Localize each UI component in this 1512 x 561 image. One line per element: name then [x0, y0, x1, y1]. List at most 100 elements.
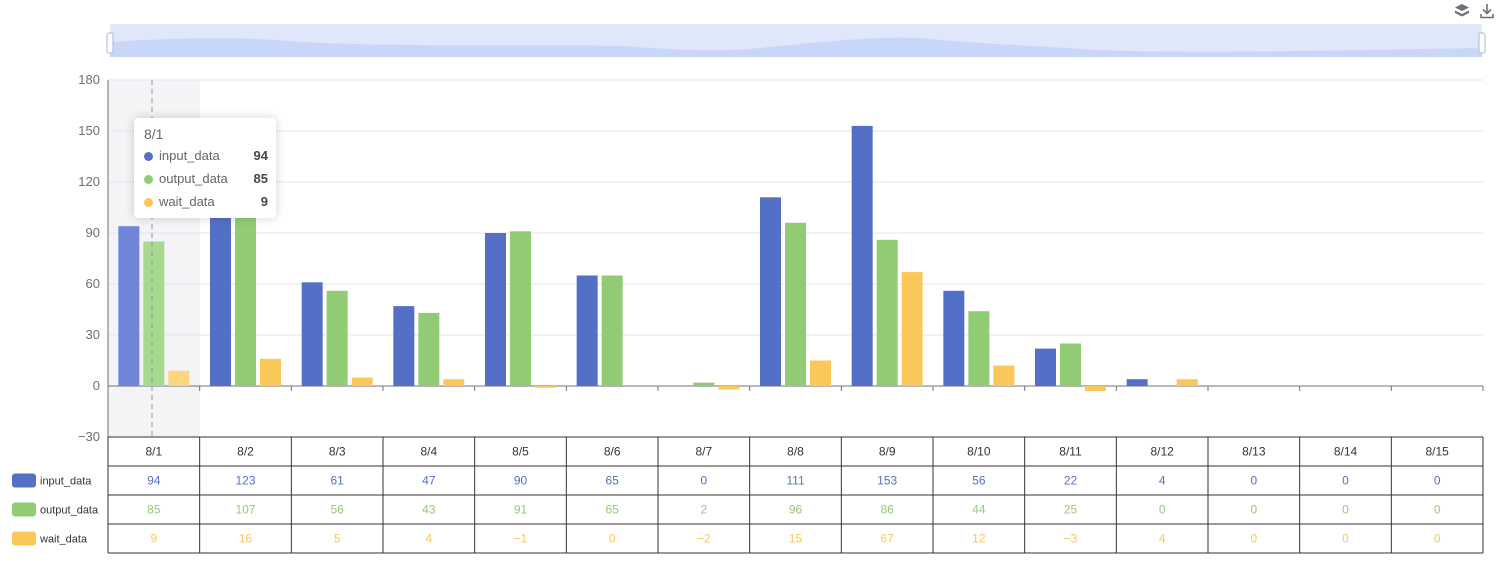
- bar-input_data-8/8: [760, 197, 781, 386]
- y-tick-label: 180: [78, 72, 100, 87]
- bar-wait_data-8/4: [443, 379, 465, 386]
- table-cell-wait_data: 16: [239, 532, 253, 546]
- table-cell-wait_data: 0: [1250, 532, 1257, 546]
- series-dot-icon: [144, 198, 153, 207]
- data-zoom-right-handle[interactable]: [1478, 32, 1486, 54]
- table-cell-output_data: 65: [605, 503, 619, 517]
- x-category-label: 8/8: [787, 445, 804, 459]
- table-cell-wait_data: −1: [514, 532, 528, 546]
- table-cell-output_data: 107: [235, 503, 255, 517]
- bar-input_data-8/1: [118, 226, 140, 386]
- table-cell-wait_data: 4: [425, 532, 432, 546]
- table-cell-input_data: 0: [1434, 474, 1441, 488]
- table-cell-wait_data: 4: [1159, 532, 1166, 546]
- legend-swatch-input_data: [12, 473, 36, 488]
- table-cell-input_data: 123: [235, 474, 255, 488]
- x-category-label: 8/12: [1150, 445, 1174, 459]
- bar-input_data-8/2: [210, 176, 231, 386]
- bar-wait_data-8/2: [260, 358, 281, 386]
- table-cell-wait_data: −3: [1064, 532, 1078, 546]
- table-cell-input_data: 61: [330, 474, 344, 488]
- table-cell-wait_data: 12: [972, 532, 986, 546]
- tooltip-series-name: output_data: [159, 171, 228, 186]
- table-cell-input_data: 56: [972, 474, 986, 488]
- x-category-label: 8/13: [1242, 445, 1266, 459]
- bar-output_data-8/4: [418, 312, 440, 386]
- bar-output_data-8/3: [326, 290, 348, 386]
- tooltip-series-name: wait_data: [159, 194, 215, 209]
- table-cell-wait_data: 0: [1342, 532, 1349, 546]
- bar-output_data-8/9: [876, 239, 898, 386]
- y-tick-label: −30: [78, 429, 100, 444]
- table-cell-input_data: 90: [514, 474, 528, 488]
- x-category-label: 8/5: [512, 445, 529, 459]
- bar-wait_data-8/1: [168, 370, 190, 386]
- data-table: 8/1 8/2 8/3 8/4 8/5 8/6 8/7 8/8 8/9 8/10 8/11 8/12 8…: [12, 436, 1484, 554]
- bar-wait_data-8/9: [901, 272, 923, 386]
- table-cell-input_data: 0: [700, 474, 707, 488]
- tooltip-row-wait: wait_data 9: [144, 192, 268, 212]
- bar-input_data-8/11: [1035, 348, 1056, 386]
- table-cell-input_data: 22: [1064, 474, 1078, 488]
- series-dot-icon: [144, 152, 153, 161]
- tooltip-series-value: 9: [260, 194, 268, 209]
- bar-wait_data-8/12: [1176, 379, 1198, 386]
- table-cell-wait_data: 0: [1434, 532, 1441, 546]
- bar-wait_data-8/3: [351, 377, 373, 386]
- bar-output_data-8/11: [1060, 343, 1081, 386]
- table-cell-input_data: 153: [877, 474, 897, 488]
- table-cell-wait_data: 0: [609, 532, 616, 546]
- tooltip-row-input: input_data 94: [144, 146, 268, 166]
- download-icon[interactable]: [1478, 2, 1496, 20]
- legend-label-wait_data: wait_data: [39, 534, 88, 546]
- bar-input_data-8/5: [485, 233, 506, 386]
- x-category-label: 8/2: [237, 445, 254, 459]
- table-cell-wait_data: 5: [334, 532, 341, 546]
- table-cell-output_data: 56: [330, 503, 344, 517]
- table-cell-output_data: 0: [1434, 503, 1441, 517]
- table-cell-output_data: 25: [1064, 503, 1078, 517]
- x-category-label: 8/4: [420, 445, 437, 459]
- bar-input_data-8/4: [393, 306, 415, 386]
- y-tick-label: 30: [86, 327, 100, 342]
- x-category-label: 8/7: [695, 445, 712, 459]
- bar-output_data-8/10: [968, 311, 990, 386]
- table-cell-input_data: 0: [1342, 474, 1349, 488]
- table-cell-input_data: 4: [1159, 474, 1166, 488]
- x-category-label: 8/11: [1059, 445, 1082, 459]
- table-cell-input_data: 94: [147, 474, 161, 488]
- bar-output_data-8/5: [510, 231, 531, 386]
- y-tick-label: 90: [86, 225, 100, 240]
- bar-wait_data-8/10: [993, 365, 1015, 386]
- data-zoom-preview-area: [110, 37, 1482, 57]
- legend-label-input_data: input_data: [40, 476, 92, 488]
- data-zoom-slider[interactable]: [106, 24, 1486, 57]
- table-cell-output_data: 85: [147, 503, 161, 517]
- table-cell-wait_data: 9: [150, 532, 157, 546]
- y-tick-label: 120: [78, 174, 100, 189]
- tooltip: 8/1 input_data 94 output_data 85 wait_da…: [134, 118, 276, 218]
- stack-icon[interactable]: [1453, 2, 1471, 20]
- table-cell-wait_data: 15: [789, 532, 803, 546]
- bar-input_data-8/10: [943, 290, 965, 386]
- table-cell-output_data: 91: [514, 503, 528, 517]
- x-category-label: 8/6: [604, 445, 621, 459]
- table-cell-output_data: 44: [972, 503, 986, 517]
- bar-output_data-8/1: [143, 241, 165, 386]
- table-cell-output_data: 43: [422, 503, 436, 517]
- legend-label-output_data: output_data: [40, 505, 99, 517]
- data-zoom-left-handle[interactable]: [106, 32, 114, 54]
- tooltip-title: 8/1: [144, 126, 164, 142]
- bar-output_data-8/8: [785, 222, 806, 386]
- bar-wait_data-8/11: [1085, 386, 1106, 392]
- table-cell-input_data: 111: [786, 474, 805, 488]
- table-cell-wait_data: 67: [880, 532, 894, 546]
- table-cell-output_data: 86: [880, 503, 894, 517]
- x-category-label: 8/1: [145, 445, 162, 459]
- table-cell-input_data: 0: [1250, 474, 1257, 488]
- tooltip-series-value: 85: [253, 171, 268, 186]
- table-cell-output_data: 0: [1342, 503, 1349, 517]
- data-zoom-top-bar: [110, 24, 1482, 32]
- bar-output_data-8/7: [693, 382, 715, 386]
